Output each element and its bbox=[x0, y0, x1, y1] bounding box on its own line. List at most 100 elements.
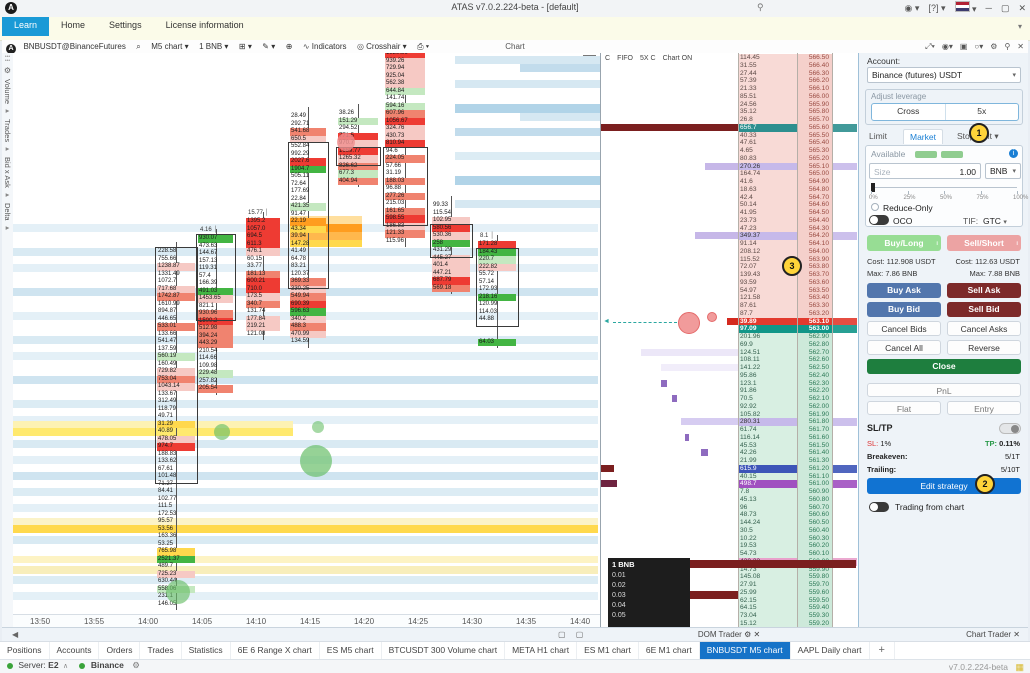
server-value[interactable]: E2 bbox=[48, 660, 59, 670]
legend-row[interactable]: 0.03 bbox=[612, 591, 626, 599]
dom-volume-cell[interactable]: 10.22 bbox=[738, 534, 798, 543]
dom-volume-cell[interactable]: 105.82 bbox=[738, 410, 798, 419]
dom-volume-cell[interactable]: 61.74 bbox=[738, 426, 798, 434]
dom-volume-cell[interactable]: 27.44 bbox=[738, 69, 798, 78]
sell-bid-button[interactable]: Sell Bid bbox=[947, 302, 1021, 317]
search-icon[interactable]: ⌕ bbox=[136, 42, 141, 51]
print-icon[interactable]: ⎙ ▾ bbox=[417, 42, 430, 51]
dom-price-cell[interactable]: 564.60 bbox=[798, 201, 832, 209]
dom-volume-cell[interactable]: 40.15 bbox=[738, 472, 798, 481]
dom-price-cell[interactable]: 562.50 bbox=[798, 364, 832, 372]
flat-button[interactable]: Flat bbox=[867, 401, 941, 415]
dom-volume-cell[interactable]: 656.7 bbox=[738, 123, 798, 132]
dom-volume-cell[interactable]: 164.74 bbox=[738, 170, 798, 178]
close-button[interactable]: ✕ bbox=[1018, 2, 1026, 13]
account-select[interactable]: Binance (futures) USDT ▾ bbox=[867, 67, 1021, 83]
dom-volume-cell[interactable]: 116.14 bbox=[738, 433, 798, 442]
dom-volume-cell[interactable]: 48.73 bbox=[738, 511, 798, 519]
tab-accounts[interactable]: Accounts bbox=[50, 642, 100, 660]
dom-volume-cell[interactable]: 54.73 bbox=[738, 550, 798, 558]
dom-volume-cell[interactable]: 45.53 bbox=[738, 441, 798, 450]
window-fullscreen-icon[interactable]: ▣ bbox=[959, 42, 968, 51]
dom-price-cell[interactable]: 563.20 bbox=[798, 309, 832, 318]
dom-volume-cell[interactable]: 72.07 bbox=[738, 263, 798, 271]
collapse-icon[interactable]: ∧ bbox=[62, 663, 69, 670]
edit-strategy-button[interactable]: Edit strategy bbox=[867, 478, 1021, 494]
close-position-button[interactable]: Close bbox=[867, 359, 1021, 374]
dom-volume-cell[interactable]: 87.61 bbox=[738, 302, 798, 310]
zoom-icon[interactable]: ⊕ bbox=[285, 42, 293, 51]
reduce-only-checkbox[interactable] bbox=[871, 203, 879, 211]
dom-price-cell[interactable]: 561.30 bbox=[798, 457, 832, 465]
dom-price-cell[interactable]: 560.30 bbox=[798, 534, 832, 543]
language-flag-icon[interactable]: ▾ bbox=[954, 1, 977, 15]
dom-price-cell[interactable]: 565.30 bbox=[798, 147, 832, 155]
dom-volume-cell[interactable]: 23.73 bbox=[738, 216, 798, 225]
drawing-tools-icon[interactable]: ✎ ▾ bbox=[262, 42, 276, 51]
tab-6e-6-range-x-chart[interactable]: 6E 6 Range X chart bbox=[231, 642, 320, 660]
dom-price-cell[interactable]: 565.40 bbox=[798, 139, 832, 147]
tab-meta-h1-chart[interactable]: META H1 chart bbox=[505, 642, 578, 660]
dom-volume-cell[interactable]: 201.96 bbox=[738, 333, 798, 341]
dom-price-cell[interactable]: 566.50 bbox=[798, 54, 832, 62]
tab-positions[interactable]: Positions bbox=[0, 642, 50, 660]
dom-volume-cell[interactable]: 270.26 bbox=[738, 162, 798, 171]
dom-volume-cell[interactable]: 50.14 bbox=[738, 201, 798, 209]
sell-ask-button[interactable]: Sell Ask bbox=[947, 283, 1021, 298]
dom-price-cell[interactable]: 564.00 bbox=[798, 247, 832, 256]
dom-price-cell[interactable]: 563.70 bbox=[798, 271, 832, 279]
dom-price-cell[interactable]: 565.70 bbox=[798, 116, 832, 124]
tab-es-m1-chart[interactable]: ES M1 chart bbox=[577, 642, 639, 660]
dom-volume-cell[interactable]: 39.89 bbox=[738, 317, 798, 326]
dom-price-cell[interactable]: 563.40 bbox=[798, 294, 832, 302]
dom-price-cell[interactable]: 565.50 bbox=[798, 131, 832, 140]
dom-volume-cell[interactable]: 18.63 bbox=[738, 185, 798, 194]
ribbon-tab-home[interactable]: Home bbox=[61, 20, 86, 30]
dom-volume-cell[interactable]: 115.52 bbox=[738, 255, 798, 264]
dom-header-item[interactable]: Chart ON bbox=[662, 55, 693, 62]
window-link-icon[interactable]: ○▾ bbox=[974, 42, 984, 51]
new-tab-button[interactable]: + bbox=[870, 642, 895, 660]
dom-volume-cell[interactable]: 25.99 bbox=[738, 588, 798, 597]
dom-price-cell[interactable]: 559.30 bbox=[798, 612, 832, 620]
dom-volume-cell[interactable]: 73.04 bbox=[738, 612, 798, 620]
dom-volume-cell[interactable]: 124.51 bbox=[738, 348, 798, 357]
panel-gear-icon[interactable]: ⚙ bbox=[3, 66, 12, 75]
dom-volume-cell[interactable]: 64.15 bbox=[738, 604, 798, 612]
dom-volume-cell[interactable]: 91.86 bbox=[738, 387, 798, 395]
sidebar-item-volume[interactable]: Volume bbox=[3, 79, 12, 115]
dom-volume-cell[interactable]: 35.12 bbox=[738, 108, 798, 116]
dom-price-cell[interactable]: 565.20 bbox=[798, 154, 832, 163]
dom-volume-cell[interactable]: 85.51 bbox=[738, 92, 798, 101]
dom-trader-footer-tab[interactable]: DOM Trader ⚙ ✕ bbox=[697, 630, 761, 639]
trading-from-chart-toggle[interactable] bbox=[869, 502, 889, 512]
dom-volume-cell[interactable]: 144.24 bbox=[738, 519, 798, 527]
dom-volume-cell[interactable]: 54.97 bbox=[738, 286, 798, 295]
dom-price-cell[interactable]: 559.40 bbox=[798, 604, 832, 612]
dom-price-cell[interactable]: 562.70 bbox=[798, 348, 832, 357]
dom-volume-cell[interactable]: 349.37 bbox=[738, 232, 798, 240]
dom-price-cell[interactable]: 562.20 bbox=[798, 387, 832, 395]
dom-volume-cell[interactable]: 91.14 bbox=[738, 240, 798, 248]
dom-volume-cell[interactable]: 57.39 bbox=[738, 77, 798, 85]
dom-volume-cell[interactable]: 92.92 bbox=[738, 402, 798, 411]
dom-price-cell[interactable]: 560.40 bbox=[798, 526, 832, 535]
tab-btcusdt-300-volume-chart[interactable]: BTCUSDT 300 Volume chart bbox=[382, 642, 506, 660]
chart-type-icon[interactable]: ⊞ ▾ bbox=[238, 42, 252, 51]
dom-volume-cell[interactable]: 47.23 bbox=[738, 224, 798, 233]
legend-row[interactable]: 0.02 bbox=[612, 581, 626, 589]
dom-price-cell[interactable]: 565.80 bbox=[798, 108, 832, 116]
dom-price-cell[interactable]: 566.40 bbox=[798, 61, 832, 70]
dom-price-cell[interactable]: 566.00 bbox=[798, 92, 832, 101]
indicators-button[interactable]: ∿ Indicators bbox=[302, 42, 347, 51]
margin-mode-button[interactable]: Cross bbox=[872, 104, 946, 120]
dom-price-cell[interactable]: 565.60 bbox=[798, 123, 832, 132]
dom-volume-cell[interactable]: 80.83 bbox=[738, 154, 798, 163]
dom-price-cell[interactable]: 559.70 bbox=[798, 581, 832, 589]
dom-price-cell[interactable]: 560.80 bbox=[798, 495, 832, 504]
dom-price-cell[interactable]: 562.40 bbox=[798, 371, 832, 380]
help-icon[interactable]: [?] ▾ bbox=[928, 2, 946, 13]
dom-price-cell[interactable]: 560.50 bbox=[798, 519, 832, 527]
chart-trader-footer-tab[interactable]: Chart Trader ✕ bbox=[966, 630, 1020, 639]
dom-price-cell[interactable]: 562.00 bbox=[798, 402, 832, 411]
